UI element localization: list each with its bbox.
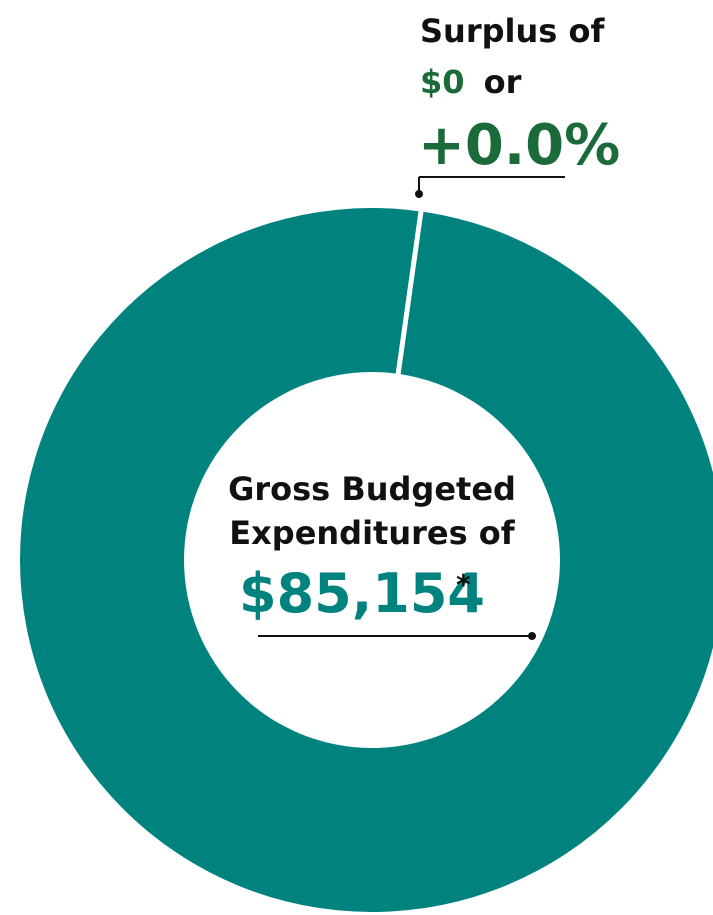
- surplus-amount-line: $0 or: [420, 63, 522, 101]
- surplus-amount: $0: [420, 63, 465, 101]
- donut-slices: [20, 208, 713, 912]
- surplus-label: Surplus of: [420, 12, 605, 50]
- center-value: $85,154: [239, 562, 485, 625]
- surplus-slice-separator: [395, 209, 424, 377]
- surplus-connector: or: [484, 63, 522, 101]
- slice-gross-budgeted-expenditures: [20, 208, 713, 912]
- center-label-line2: Expenditures of: [229, 514, 516, 552]
- center-label-line1: Gross Budgeted: [228, 470, 516, 508]
- surplus-leader-dot: [415, 190, 423, 198]
- center-value-asterisk: *: [456, 568, 471, 601]
- center-underline-dot: [528, 632, 536, 640]
- surplus-percent: +0.0%: [418, 113, 620, 178]
